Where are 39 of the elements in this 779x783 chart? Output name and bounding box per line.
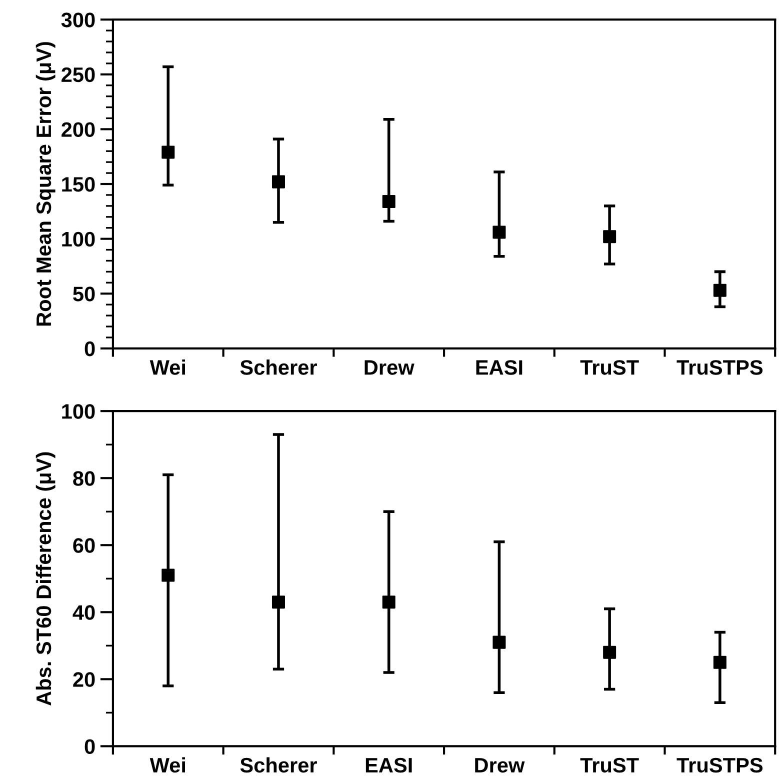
- point: [382, 596, 396, 609]
- y-tick-label: 300: [61, 12, 95, 28]
- y-axis-title: Abs. ST60 Difference (μV): [36, 452, 56, 706]
- x-tick-label: Drew: [475, 758, 525, 773]
- point: [603, 646, 616, 659]
- point: [382, 195, 396, 208]
- y-tick-label: 100: [62, 404, 95, 419]
- x-tick-label: Drew: [364, 360, 414, 375]
- point: [272, 175, 285, 188]
- point: [272, 596, 285, 609]
- y-tick-label: 0: [84, 739, 95, 754]
- x-tick-label: EASI: [366, 758, 412, 773]
- y-tick-label: 80: [73, 471, 95, 486]
- point: [162, 146, 175, 159]
- x-tick-label: TruSTPS: [676, 758, 763, 773]
- x-tick-label: Wei: [150, 360, 185, 375]
- y-axis-title: Root Mean Square Error (μV): [36, 42, 56, 326]
- point: [713, 656, 726, 669]
- y-tick-label: 50: [73, 286, 95, 302]
- x-tick-label: TruST: [580, 360, 639, 375]
- point: [492, 226, 506, 239]
- y-tick-label: 60: [73, 538, 95, 553]
- x-tick-label: Wei: [150, 757, 185, 773]
- x-tick-label: TruSTPS: [676, 360, 763, 375]
- x-tick-label: Scherer: [240, 757, 317, 773]
- y-tick-label: 200: [62, 122, 95, 137]
- point: [162, 568, 175, 582]
- y-tick-label: 40: [72, 605, 95, 620]
- point: [713, 284, 726, 297]
- point: [492, 636, 506, 649]
- y-tick-label: 20: [73, 672, 95, 687]
- point: [603, 230, 616, 244]
- x-tick-label: Scherer: [240, 360, 317, 375]
- x-tick-label: TruST: [580, 758, 639, 773]
- y-tick-label: 100: [62, 232, 95, 247]
- y-tick-label: 250: [62, 67, 95, 82]
- y-tick-label: 0: [84, 341, 95, 356]
- x-tick-label: EASI: [476, 360, 522, 375]
- y-tick-label: 150: [62, 177, 95, 192]
